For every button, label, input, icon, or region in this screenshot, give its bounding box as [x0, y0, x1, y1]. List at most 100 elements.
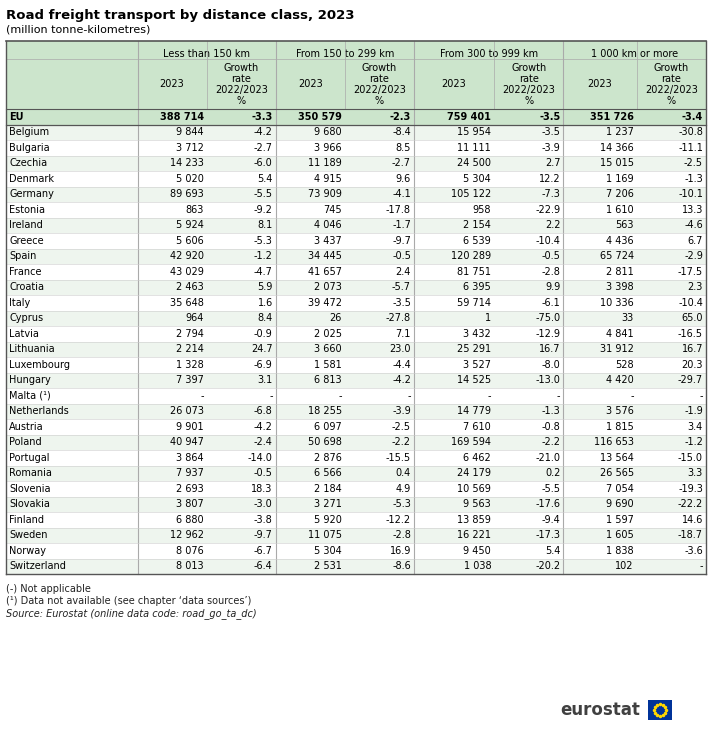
Text: -1.9: -1.9 — [684, 407, 703, 416]
Text: 1 581: 1 581 — [314, 360, 342, 370]
Text: Luxembourg: Luxembourg — [9, 360, 70, 370]
Bar — [6, 140, 706, 155]
Text: -3.9: -3.9 — [542, 143, 560, 153]
Text: -9.2: -9.2 — [254, 204, 273, 215]
Text: 7 937: 7 937 — [176, 468, 204, 478]
Text: -2.5: -2.5 — [684, 158, 703, 168]
Text: 5.9: 5.9 — [257, 283, 273, 292]
Text: 3.3: 3.3 — [688, 468, 703, 478]
Text: 759 401: 759 401 — [447, 112, 491, 122]
Text: 81 751: 81 751 — [457, 266, 491, 277]
Text: -0.5: -0.5 — [392, 251, 411, 261]
Text: -4.2: -4.2 — [392, 375, 411, 385]
Text: 16 221: 16 221 — [457, 530, 491, 540]
Text: 13.3: 13.3 — [681, 204, 703, 215]
Text: 10 336: 10 336 — [600, 298, 634, 308]
Bar — [6, 558, 706, 574]
Text: -0.8: -0.8 — [542, 422, 560, 431]
Text: -3.5: -3.5 — [539, 112, 560, 122]
Text: 24.7: 24.7 — [251, 345, 273, 354]
Text: -5.5: -5.5 — [253, 189, 273, 199]
Text: -3.8: -3.8 — [254, 515, 273, 525]
Text: 26 073: 26 073 — [169, 407, 204, 416]
Text: 7 206: 7 206 — [606, 189, 634, 199]
Text: 24 500: 24 500 — [457, 158, 491, 168]
Text: 2.7: 2.7 — [545, 158, 560, 168]
Text: 6 813: 6 813 — [314, 375, 342, 385]
Text: -8.4: -8.4 — [392, 127, 411, 137]
Text: -6.8: -6.8 — [254, 407, 273, 416]
Text: -3.4: -3.4 — [682, 112, 703, 122]
Text: Growth: Growth — [362, 63, 397, 73]
Text: -22.2: -22.2 — [678, 499, 703, 510]
Text: -4.4: -4.4 — [392, 360, 411, 370]
Text: 39 472: 39 472 — [308, 298, 342, 308]
Text: -11.1: -11.1 — [678, 143, 703, 153]
Text: 1 597: 1 597 — [606, 515, 634, 525]
Text: 2023: 2023 — [298, 79, 323, 89]
Text: Slovenia: Slovenia — [9, 484, 51, 493]
Text: 8 076: 8 076 — [176, 546, 204, 556]
Text: -9.7: -9.7 — [392, 236, 411, 246]
Text: 350 579: 350 579 — [298, 112, 342, 122]
Text: 5 924: 5 924 — [176, 220, 204, 230]
Text: 745: 745 — [323, 204, 342, 215]
Text: -1.2: -1.2 — [254, 251, 273, 261]
Text: 2.4: 2.4 — [396, 266, 411, 277]
Text: rate: rate — [370, 74, 389, 84]
Text: 9 680: 9 680 — [314, 127, 342, 137]
Text: 12.2: 12.2 — [539, 174, 560, 184]
Text: 5.4: 5.4 — [257, 174, 273, 184]
Text: 73 909: 73 909 — [308, 189, 342, 199]
Text: 9.6: 9.6 — [396, 174, 411, 184]
Text: 6.7: 6.7 — [688, 236, 703, 246]
Bar — [6, 310, 706, 326]
Text: Lithuania: Lithuania — [9, 345, 55, 354]
Text: 0.2: 0.2 — [545, 468, 560, 478]
Text: 2 876: 2 876 — [314, 453, 342, 463]
Text: 2022/2023: 2022/2023 — [645, 85, 698, 95]
Text: -6.7: -6.7 — [254, 546, 273, 556]
Text: 16.9: 16.9 — [389, 546, 411, 556]
Text: 4 046: 4 046 — [314, 220, 342, 230]
Bar — [6, 419, 706, 434]
Text: 5 304: 5 304 — [464, 174, 491, 184]
Text: 9 563: 9 563 — [464, 499, 491, 510]
Text: -17.3: -17.3 — [535, 530, 560, 540]
Text: 26: 26 — [330, 313, 342, 323]
Text: 2 073: 2 073 — [314, 283, 342, 292]
Text: -: - — [269, 391, 273, 401]
Text: -5.3: -5.3 — [392, 499, 411, 510]
Text: 3 864: 3 864 — [176, 453, 204, 463]
Text: 1.6: 1.6 — [258, 298, 273, 308]
Text: 4.9: 4.9 — [396, 484, 411, 493]
Text: 169 594: 169 594 — [451, 437, 491, 447]
Text: Switzerland: Switzerland — [9, 561, 66, 572]
Text: Road freight transport by distance class, 2023: Road freight transport by distance class… — [6, 9, 355, 22]
Bar — [6, 233, 706, 248]
Text: EU: EU — [9, 112, 23, 122]
Text: -3.5: -3.5 — [541, 127, 560, 137]
Text: -5.5: -5.5 — [541, 484, 560, 493]
Text: Bulgaria: Bulgaria — [9, 143, 50, 153]
Text: 2023: 2023 — [159, 79, 184, 89]
Text: -1.3: -1.3 — [542, 407, 560, 416]
Text: 3.4: 3.4 — [688, 422, 703, 431]
Text: 40 947: 40 947 — [169, 437, 204, 447]
Text: 2 025: 2 025 — [314, 328, 342, 339]
Bar — [6, 218, 706, 233]
Text: 1 237: 1 237 — [606, 127, 634, 137]
Text: -: - — [557, 391, 560, 401]
Text: %: % — [667, 96, 676, 106]
Text: 6 097: 6 097 — [314, 422, 342, 431]
Text: -5.7: -5.7 — [392, 283, 411, 292]
Text: -: - — [200, 391, 204, 401]
Text: -: - — [699, 391, 703, 401]
Bar — [6, 326, 706, 342]
Text: Czechia: Czechia — [9, 158, 47, 168]
Text: Growth: Growth — [654, 63, 689, 73]
Text: 11 075: 11 075 — [308, 530, 342, 540]
Text: 1: 1 — [485, 313, 491, 323]
Text: 26 565: 26 565 — [600, 468, 634, 478]
Text: 65.0: 65.0 — [681, 313, 703, 323]
